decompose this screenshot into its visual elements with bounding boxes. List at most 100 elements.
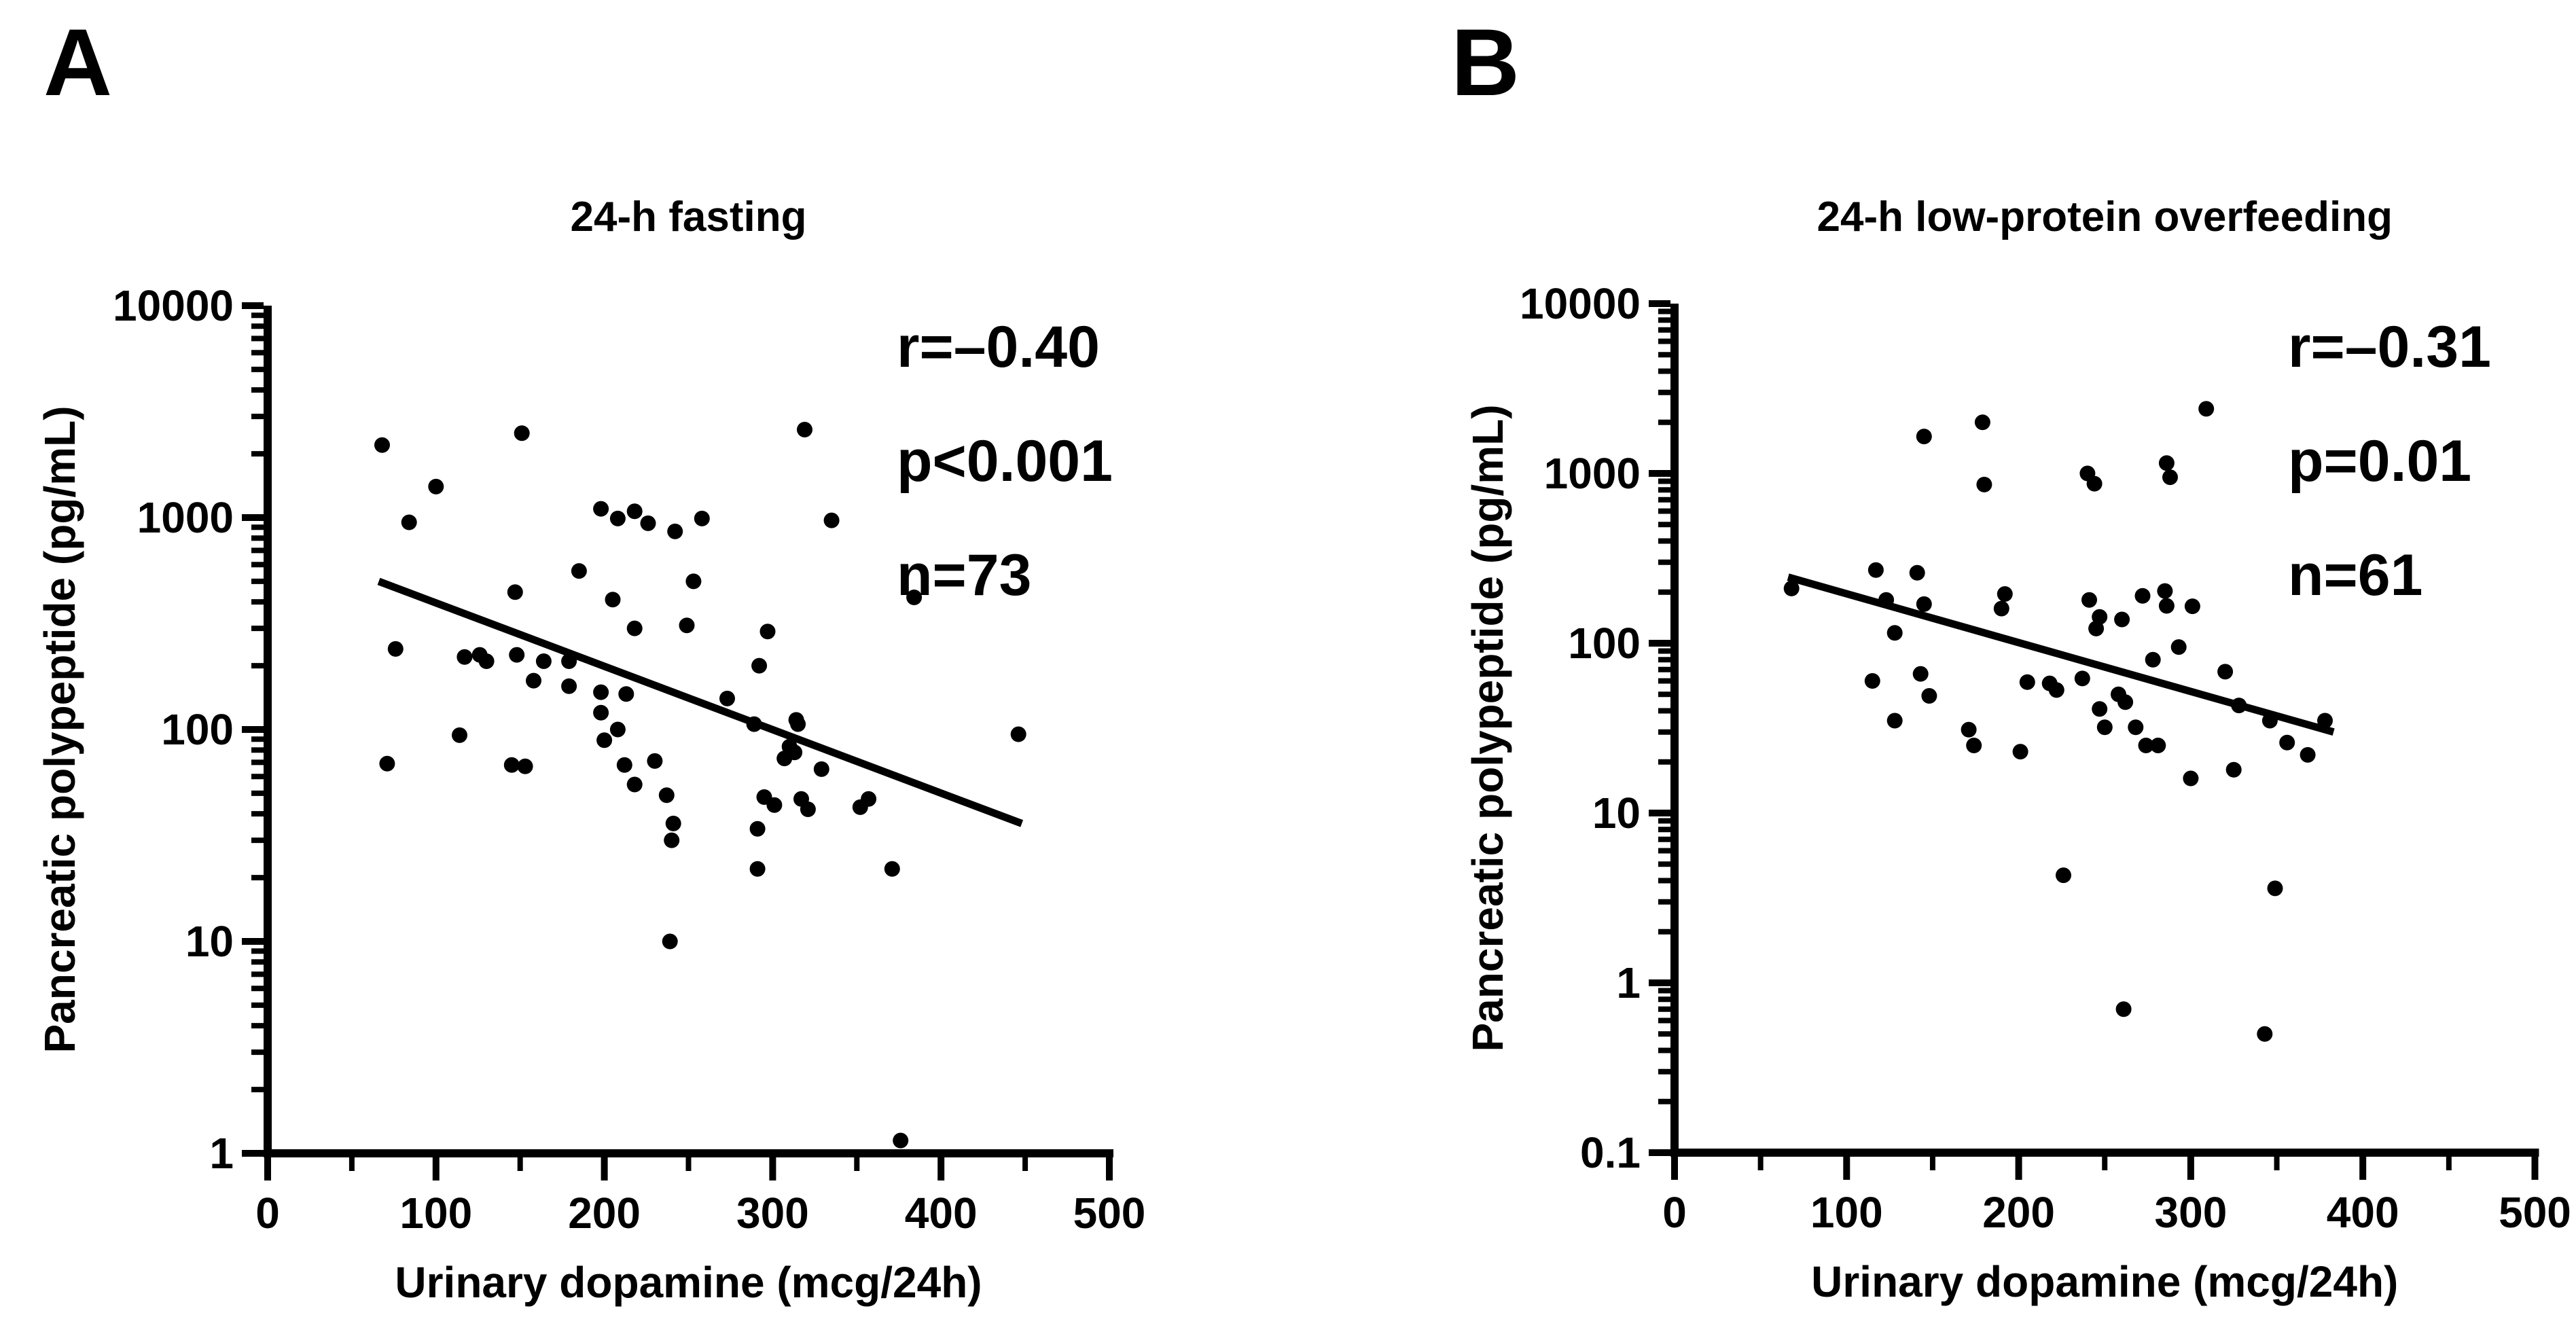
y-tick-label: 1 <box>209 1129 234 1178</box>
x-axis-label-a: Urinary dopamine (mcg/24h) <box>395 1258 982 1307</box>
data-point <box>2086 475 2103 492</box>
data-point <box>2279 734 2295 751</box>
data-point <box>1966 738 1982 753</box>
data-point <box>2157 583 2173 599</box>
data-point <box>593 704 609 721</box>
y-tick-label: 100 <box>161 705 234 754</box>
data-point <box>813 761 829 777</box>
data-point <box>605 592 621 608</box>
data-point <box>2114 611 2130 628</box>
data-point <box>2134 588 2151 604</box>
data-point <box>1886 713 1903 729</box>
x-tick-label: 200 <box>568 1189 641 1238</box>
data-point <box>749 861 766 877</box>
x-tick-label: 400 <box>905 1189 978 1238</box>
x-ticks-a: 0 100 200 300 400 500 <box>255 1157 1145 1238</box>
panel-letter-b: B <box>1451 9 1520 115</box>
data-point <box>571 563 587 579</box>
annotation-line: n=61 <box>2288 543 2422 608</box>
data-point <box>667 523 683 539</box>
data-point <box>401 514 417 530</box>
panel-title-b: 24-h low-protein overfeeding <box>1817 194 2393 240</box>
data-point <box>561 678 577 694</box>
data-point <box>457 649 473 665</box>
data-point <box>593 501 609 517</box>
data-point <box>507 584 523 600</box>
data-point <box>1886 625 1903 641</box>
data-point <box>1921 688 1937 704</box>
data-point <box>2088 620 2105 636</box>
x-ticks-b: 0 100 200 300 400 500 <box>1662 1157 2571 1237</box>
data-point <box>2092 701 2108 717</box>
data-point <box>374 437 390 453</box>
scatter-points-b <box>1783 401 2333 1042</box>
data-point <box>2217 664 2234 680</box>
x-tick-label: 300 <box>2155 1188 2228 1237</box>
data-point <box>517 758 533 774</box>
data-point <box>387 641 404 657</box>
x-tick-label: 400 <box>2327 1188 2399 1237</box>
data-point <box>2267 880 2283 897</box>
x-tick-label: 500 <box>1073 1189 1146 1238</box>
data-point <box>751 657 768 674</box>
regression-line-a <box>377 577 1024 827</box>
data-point <box>618 686 634 702</box>
data-point <box>2096 719 2113 736</box>
x-axis-label-b: Urinary dopamine (mcg/24h) <box>1811 1257 2398 1306</box>
annotation-b: r=–0.31 p=0.01 n=61 <box>2288 314 2491 608</box>
data-point <box>2184 598 2200 615</box>
data-point <box>746 716 762 732</box>
x-tick-label: 100 <box>399 1189 472 1238</box>
data-point <box>2074 670 2090 687</box>
data-point <box>561 653 577 669</box>
y-tick-label: 10000 <box>113 281 234 330</box>
data-point <box>1909 564 1925 581</box>
y-ticks-a: 1 10 100 1000 10000 <box>113 281 264 1178</box>
data-point <box>514 425 530 441</box>
data-point <box>2158 455 2175 471</box>
data-point <box>503 757 520 773</box>
y-tick-label: 10 <box>1592 789 1641 837</box>
data-point <box>509 647 525 663</box>
data-point <box>626 776 643 793</box>
data-point <box>1878 592 1895 608</box>
y-tick-label: 1000 <box>1544 449 1641 498</box>
data-point <box>478 653 495 669</box>
data-point <box>2012 744 2028 760</box>
annotation-line: p=0.01 <box>2288 429 2471 494</box>
data-point <box>535 653 552 669</box>
data-point <box>2056 867 2071 884</box>
data-point <box>2081 592 2097 608</box>
x-tick-label: 0 <box>255 1189 280 1238</box>
y-axis-label-a: Pancreatic polypeptide (pg/mL) <box>35 405 84 1053</box>
data-point <box>2317 713 2333 729</box>
data-point <box>2198 401 2215 417</box>
data-point <box>2231 698 2247 714</box>
x-tick-label: 100 <box>1810 1188 1883 1237</box>
data-point <box>1783 580 1800 596</box>
x-tick-label: 300 <box>736 1189 809 1238</box>
data-point <box>665 815 681 831</box>
data-point <box>2115 1001 2132 1017</box>
x-tick-label: 500 <box>2499 1188 2571 1237</box>
data-point <box>2300 746 2316 763</box>
data-point <box>647 753 663 769</box>
data-point <box>2261 713 2278 729</box>
annotation-line: r=–0.31 <box>2288 314 2491 380</box>
data-point <box>800 801 816 817</box>
scatter-points-a <box>374 422 1026 1149</box>
data-point <box>1993 600 2009 617</box>
data-point <box>884 861 900 877</box>
x-tick-label: 0 <box>1662 1188 1687 1237</box>
data-point <box>452 727 467 743</box>
data-point <box>2138 738 2154 753</box>
data-point <box>1997 586 2013 602</box>
data-point <box>2117 694 2134 710</box>
data-point <box>759 624 776 640</box>
data-point <box>626 620 643 636</box>
data-point <box>596 732 613 749</box>
data-point <box>2150 738 2166 753</box>
data-point <box>609 721 626 738</box>
panel-title-a: 24-h fasting <box>571 194 807 240</box>
